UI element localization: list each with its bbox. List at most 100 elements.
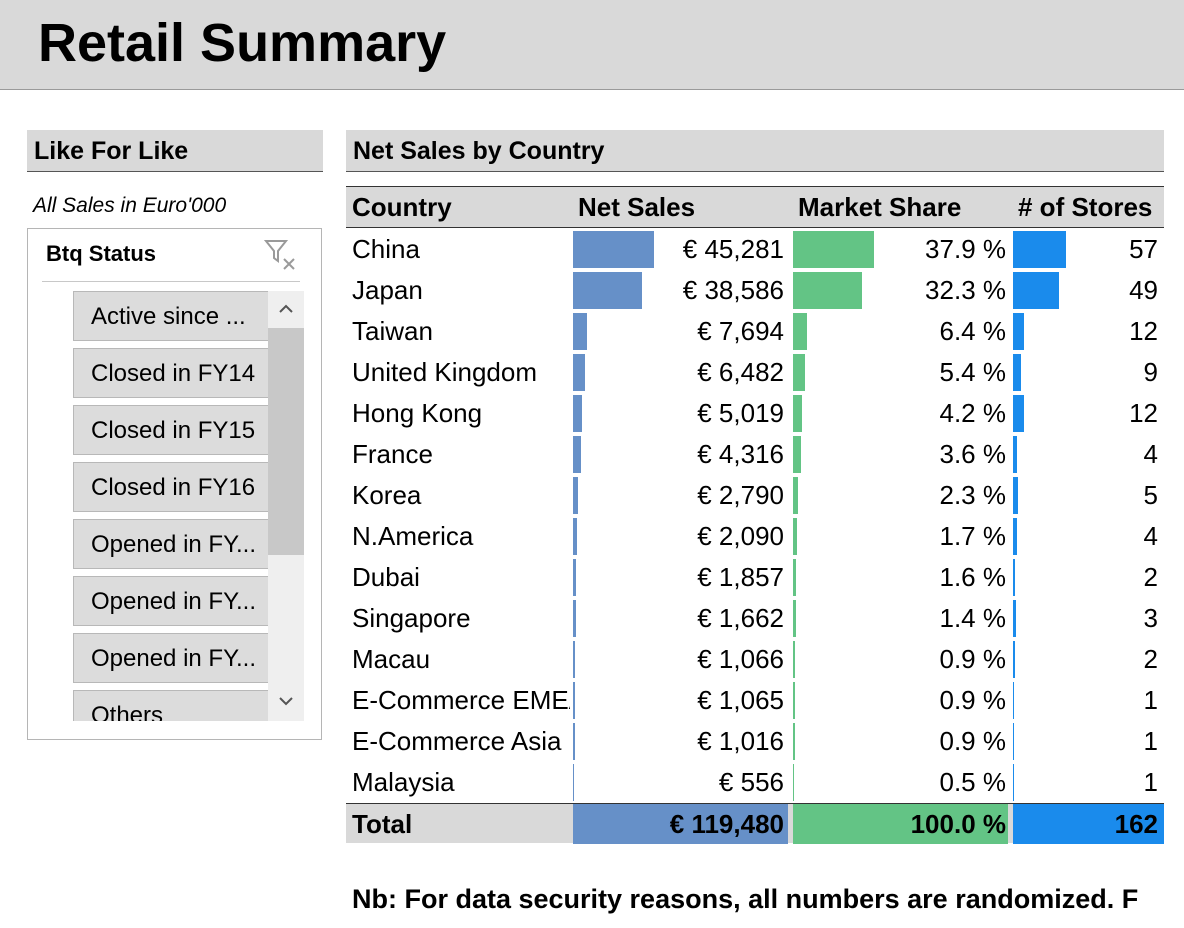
stores-value: 2	[1143, 644, 1158, 674]
slicer-item[interactable]: Closed in FY14	[73, 348, 268, 398]
header-row	[346, 187, 1164, 228]
country: E-Commerce Asia	[352, 726, 562, 756]
market-share-value: 0.9 %	[939, 644, 1007, 674]
net-sales-bar	[573, 477, 579, 514]
stores-value: 5	[1143, 480, 1158, 510]
stores-bar	[1013, 764, 1014, 801]
net-sales-value: € 38,586	[682, 275, 784, 305]
stores-value: 3	[1143, 603, 1158, 633]
slicer: Btq Status Active since ... Closed in FY1…	[27, 228, 322, 740]
stores-bar	[1013, 231, 1067, 268]
market-share-bar	[793, 804, 1008, 844]
stores-value: 1	[1143, 685, 1158, 715]
net-sales-value: € 1,662	[697, 603, 784, 633]
net-sales-value: € 1,065	[697, 685, 784, 715]
scroll-down[interactable]	[278, 695, 294, 707]
stores-bar	[1013, 477, 1018, 514]
market-share-bar	[793, 723, 795, 760]
divider	[42, 281, 300, 282]
stores-value: 49	[1129, 275, 1158, 305]
stores-value: 4	[1143, 439, 1158, 469]
title-band: Retail Summary	[0, 0, 1184, 90]
net-sales-bar	[573, 518, 577, 555]
market-share-value: 0.9 %	[939, 685, 1007, 715]
slicer-item[interactable]: Opened in FY...	[73, 576, 268, 626]
net-sales-value: € 1,066	[697, 644, 784, 674]
stores-bar	[1013, 559, 1015, 596]
net-sales-value: € 1,857	[697, 562, 784, 592]
market-share-bar	[793, 764, 795, 801]
net-sales-bar	[573, 354, 585, 391]
stores-value: 12	[1129, 398, 1158, 428]
net-sales-bar	[573, 804, 788, 844]
net-sales-value: € 2,790	[697, 480, 784, 510]
panel-note: All Sales in Euro'000	[33, 194, 227, 217]
market-share-value: 1.4 %	[939, 603, 1007, 633]
panel-title: Like For Like	[27, 130, 323, 172]
market-share-bar	[793, 231, 875, 268]
net-sales-value: € 119,480	[669, 809, 784, 839]
country: Malaysia	[352, 767, 455, 797]
stores-value: 4	[1143, 521, 1158, 551]
market-share-bar	[793, 477, 798, 514]
market-share-bar	[793, 395, 803, 432]
slicer-item[interactable]: Others	[73, 690, 268, 721]
market-share-bar	[793, 641, 795, 678]
scroll-up[interactable]	[278, 303, 294, 315]
market-share-bar	[793, 313, 807, 350]
stores-bar	[1013, 518, 1017, 555]
column-header: Country	[352, 192, 452, 222]
stores-value: 9	[1143, 357, 1158, 387]
market-share-value: 1.7 %	[939, 521, 1007, 551]
stores-bar	[1013, 395, 1025, 432]
market-share-bar	[793, 436, 801, 473]
slicer-item[interactable]: Active since ...	[73, 291, 268, 341]
slicer-item[interactable]: Opened in FY...	[73, 633, 268, 683]
country: Taiwan	[352, 316, 433, 346]
net-sales-bar	[573, 313, 587, 350]
country: N.America	[352, 521, 474, 551]
stores-value: 57	[1129, 234, 1158, 264]
net-sales-bar	[573, 395, 583, 432]
stores-value: 1	[1143, 726, 1158, 756]
net-sales-value: € 556	[718, 767, 784, 797]
market-share-bar	[793, 559, 797, 596]
slicer-item[interactable]: Closed in FY15	[73, 405, 268, 455]
country: Macau	[352, 644, 431, 674]
country: Singapore	[352, 603, 471, 633]
market-share-value: 2.3 %	[939, 480, 1007, 510]
column-header: Market Share	[798, 192, 962, 222]
clear-filter-icon[interactable]	[264, 239, 300, 273]
scrollbar[interactable]	[268, 291, 304, 721]
scroll-thumb[interactable]	[268, 328, 304, 555]
market-share-value: 0.9 %	[939, 726, 1007, 756]
stores-bar	[1013, 354, 1022, 391]
net-sales-value: € 5,019	[697, 398, 784, 428]
country: E-Commerce EMEA	[352, 685, 570, 715]
country: Hong Kong	[352, 398, 483, 428]
market-share-bar	[793, 682, 795, 719]
net-sales-bar	[573, 600, 576, 637]
net-sales-bar	[573, 559, 577, 596]
market-share-bar	[793, 600, 796, 637]
country: China	[352, 234, 420, 264]
market-share-value: 32.3 %	[925, 275, 1006, 305]
net-sales-bar	[573, 641, 575, 678]
slicer-item[interactable]: Opened in FY...	[73, 519, 268, 569]
stores-bar	[1013, 600, 1016, 637]
slicer-item[interactable]: Closed in FY16	[73, 462, 268, 512]
market-share-value: 4.2 %	[939, 398, 1007, 428]
country: France	[352, 439, 433, 469]
country: Japan	[352, 275, 423, 305]
footnote: Nb: For data security reasons, all numbe…	[352, 884, 1139, 914]
slicer-title: Btq Status	[46, 241, 156, 266]
stores-bar	[1013, 272, 1059, 309]
country: United Kingdom	[352, 357, 537, 387]
net-sales-bar	[573, 436, 581, 473]
market-share-bar	[793, 518, 797, 555]
stores-value: 162	[1114, 809, 1158, 839]
net-sales-bar	[573, 272, 643, 309]
net-sales-bar	[573, 231, 655, 268]
stores-value: 12	[1129, 316, 1158, 346]
